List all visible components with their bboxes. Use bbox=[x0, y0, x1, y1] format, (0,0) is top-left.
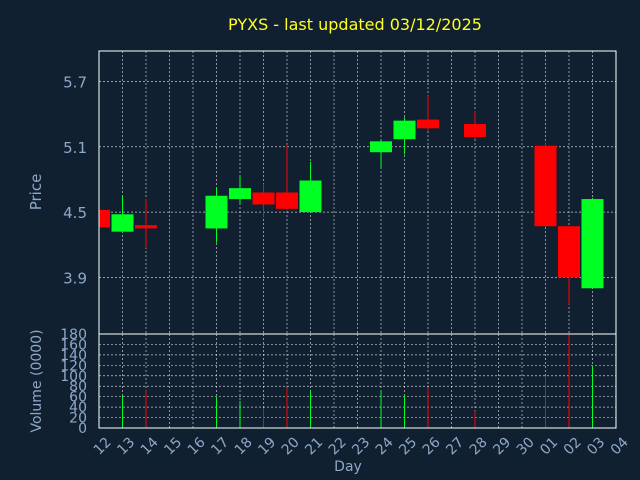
candle-body bbox=[581, 199, 604, 289]
x-tick-label: 30 bbox=[514, 434, 538, 458]
volume-tick-label: 120 bbox=[60, 358, 87, 374]
x-tick-label: 12 bbox=[91, 434, 115, 458]
x-tick-label: 23 bbox=[349, 434, 373, 458]
x-tick-label: 28 bbox=[467, 434, 491, 458]
candle-body bbox=[276, 192, 298, 209]
volume-tick-label: 140 bbox=[60, 348, 87, 364]
candle-body bbox=[370, 141, 392, 153]
x-tick-label: 22 bbox=[326, 434, 350, 458]
x-tick-label: 27 bbox=[443, 434, 467, 458]
candle-body bbox=[299, 180, 322, 213]
volume-tick-label: 60 bbox=[69, 390, 87, 406]
x-tick-label: 21 bbox=[302, 434, 326, 458]
candle-body bbox=[558, 226, 580, 278]
price-tick-label: 3.9 bbox=[63, 269, 87, 287]
x-tick-label: 26 bbox=[420, 434, 444, 458]
candle-body bbox=[205, 195, 228, 229]
price-tick-label: 5.7 bbox=[63, 73, 87, 91]
volume-tick-label: 20 bbox=[69, 411, 87, 427]
x-tick-label: 20 bbox=[279, 434, 303, 458]
x-tick-label: 18 bbox=[232, 434, 256, 458]
x-axis: 12 13 14 15 16 17 18 19 20 21 22 23 24 25 26 27 28 29 30 01… bbox=[91, 434, 632, 458]
x-tick-label: 16 bbox=[185, 434, 209, 458]
price-panel: 3.9 4.5 5.1 5.7 bbox=[63, 50, 617, 335]
x-tick-label: 19 bbox=[255, 434, 279, 458]
price-axis-label: Price bbox=[27, 174, 45, 211]
price-tick-label: 5.1 bbox=[63, 139, 87, 157]
chart-title: PYXS - last updated 03/12/2025 bbox=[228, 15, 482, 34]
candle-body bbox=[135, 225, 157, 229]
candle-body bbox=[99, 209, 110, 228]
volume-tick-label: 100 bbox=[60, 369, 87, 385]
volume-tick-label: 40 bbox=[69, 400, 87, 416]
candle-body bbox=[417, 119, 439, 129]
volume-tick-label: 80 bbox=[69, 379, 87, 395]
x-tick-label: 25 bbox=[396, 434, 420, 458]
volume-tick-label: 160 bbox=[60, 337, 87, 353]
volume-tick-label: 180 bbox=[60, 327, 87, 343]
x-tick-label: 02 bbox=[561, 434, 585, 458]
candle-body bbox=[393, 120, 416, 140]
volume-axis-label: Volume (0000) bbox=[29, 329, 45, 432]
x-tick-label: 01 bbox=[537, 434, 561, 458]
x-tick-label: 14 bbox=[138, 434, 162, 458]
volume-panel-frame bbox=[98, 333, 617, 429]
x-axis-label: Day bbox=[334, 459, 362, 475]
candle-body bbox=[111, 214, 134, 232]
candle-body bbox=[252, 192, 275, 205]
price-tick-label: 4.5 bbox=[63, 204, 87, 222]
x-tick-label: 17 bbox=[208, 434, 232, 458]
x-tick-label: 03 bbox=[584, 434, 608, 458]
x-tick-label: 24 bbox=[373, 434, 397, 458]
x-tick-label: 04 bbox=[608, 434, 632, 458]
x-tick-label: 13 bbox=[114, 434, 138, 458]
candle-body bbox=[534, 145, 557, 227]
candle-body bbox=[464, 123, 486, 137]
x-tick-label: 29 bbox=[490, 434, 514, 458]
x-tick-label: 15 bbox=[161, 434, 185, 458]
volume-tick-label: 0 bbox=[78, 421, 87, 437]
candle-body bbox=[229, 188, 251, 200]
